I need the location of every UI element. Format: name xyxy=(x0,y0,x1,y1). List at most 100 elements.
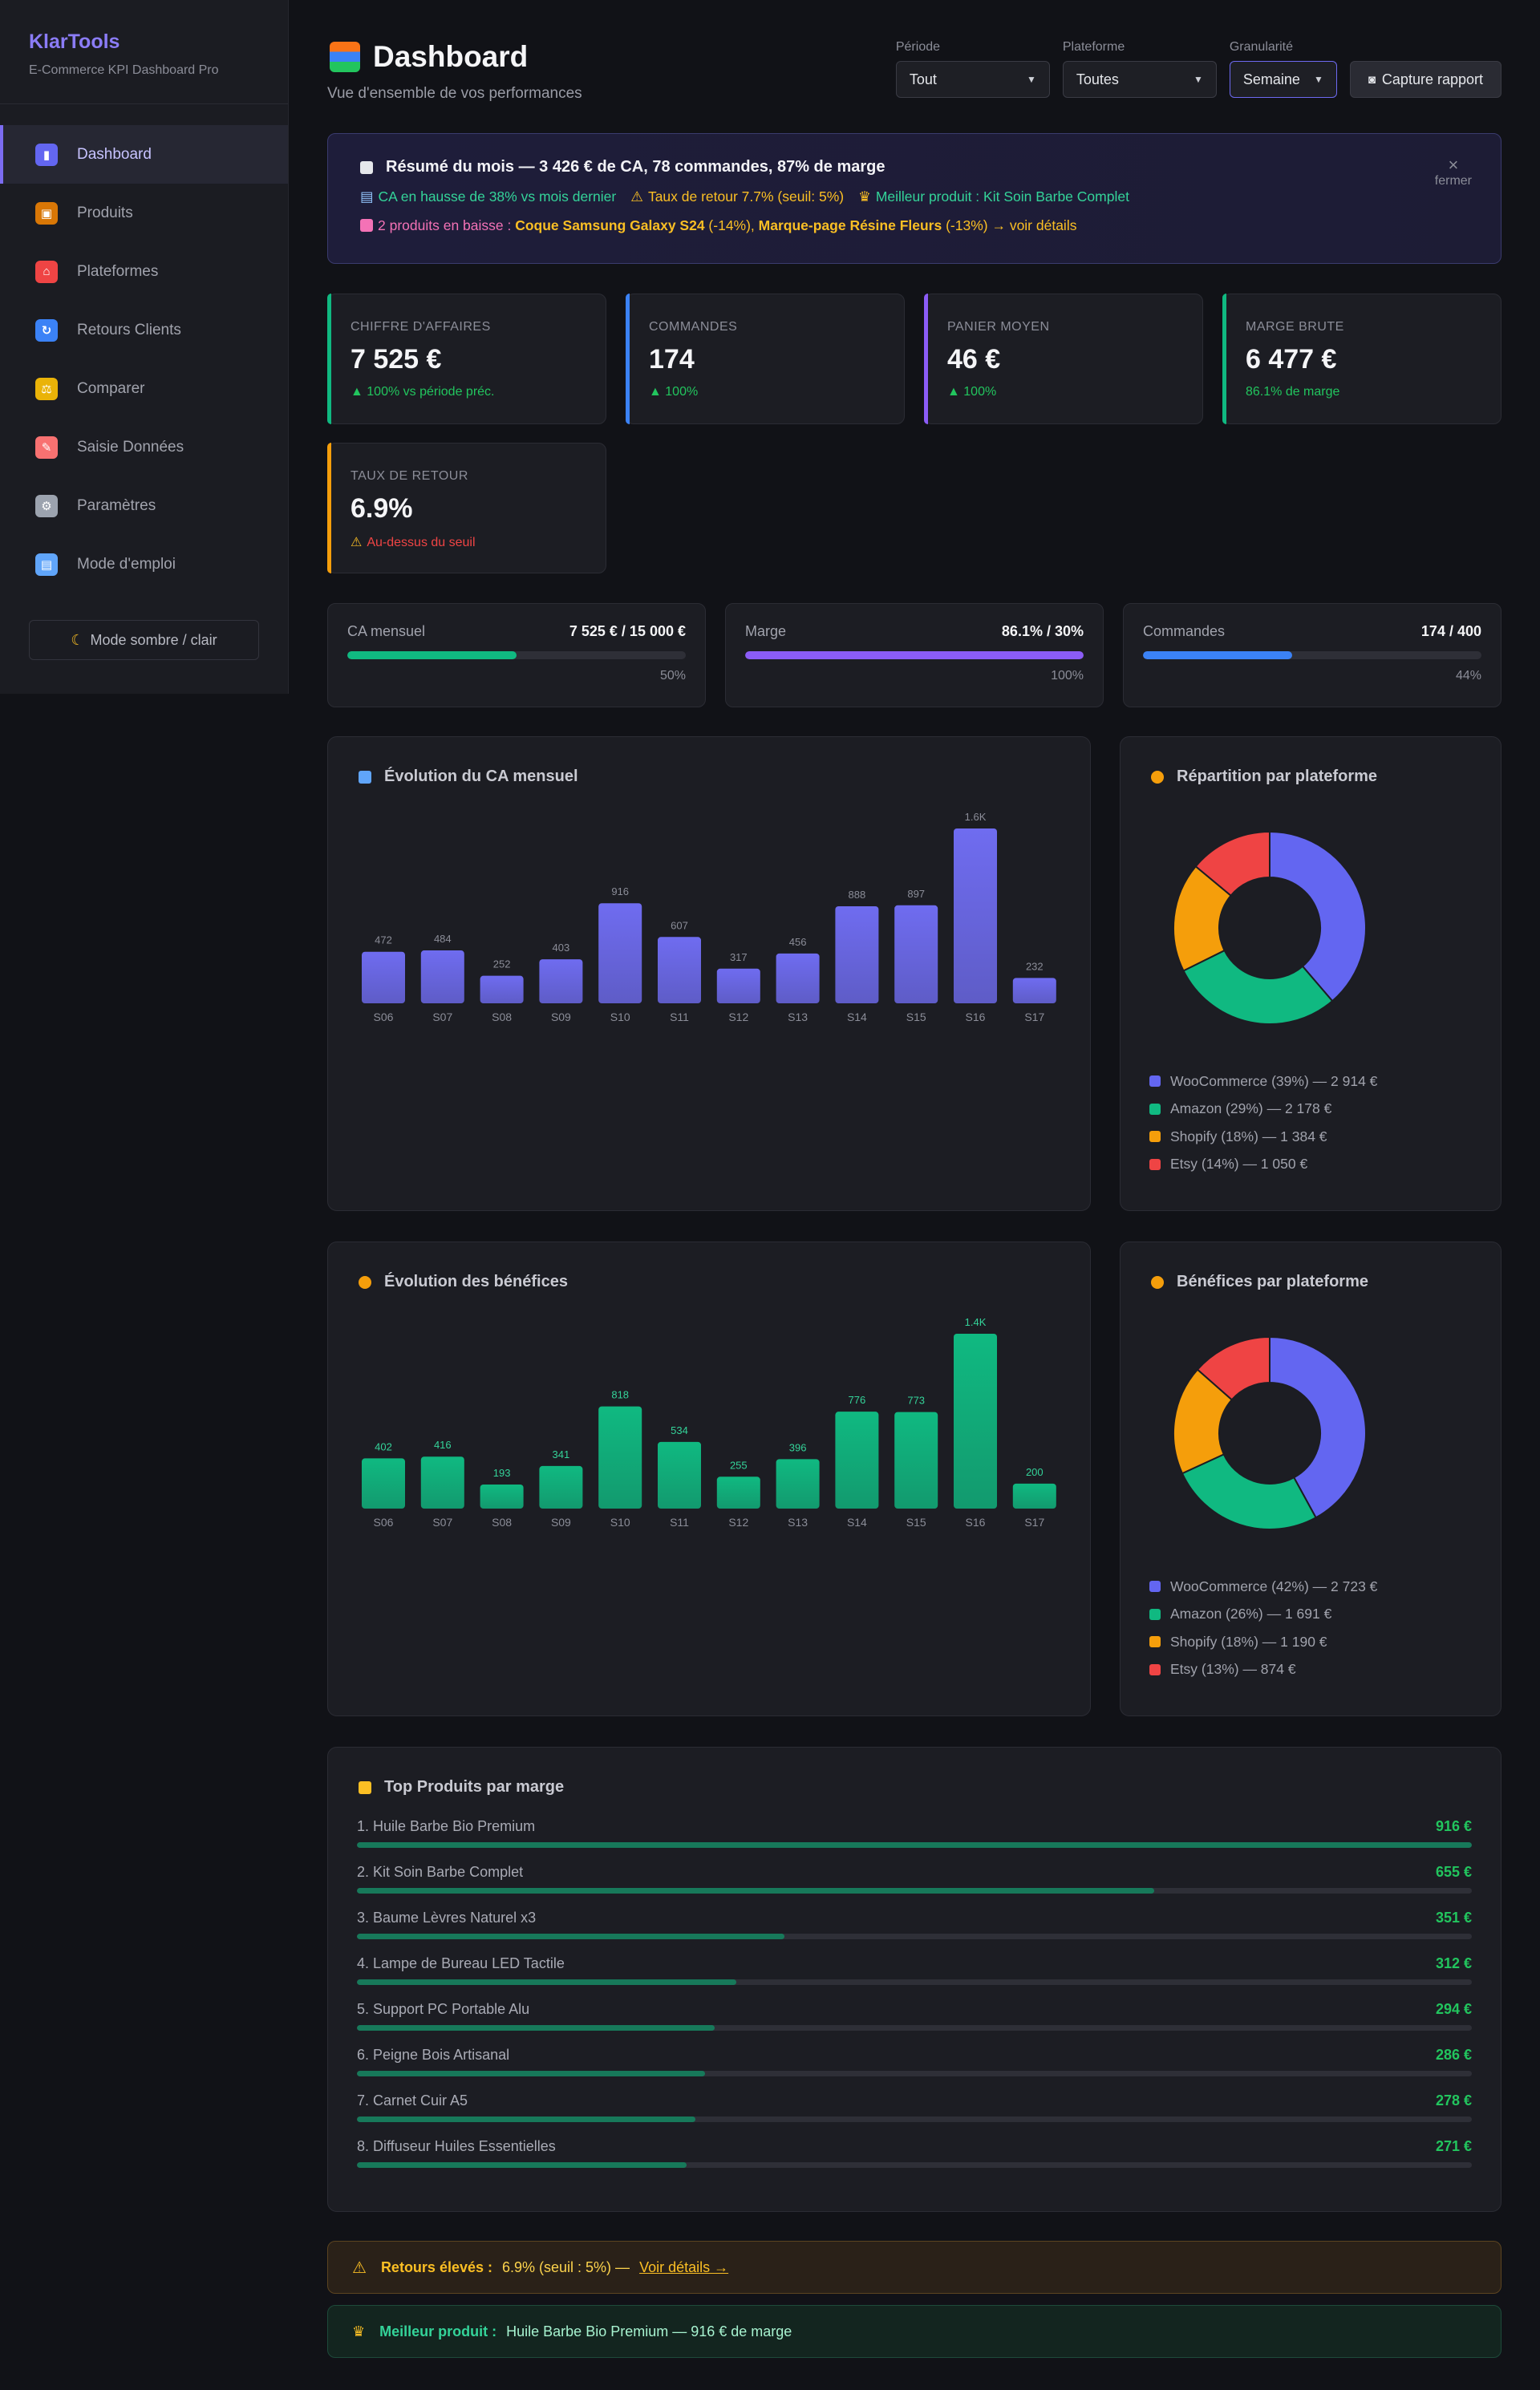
legend-item[interactable]: Shopify (18%) — 1 384 € xyxy=(1149,1123,1377,1151)
product-row[interactable]: 3. Baume Lèvres Naturel x3 351 € xyxy=(357,1910,1472,1939)
period-select[interactable]: Tout ▼ xyxy=(895,61,1050,98)
sidebar-item-comparer[interactable]: ⚖ Comparer xyxy=(0,359,288,418)
profit-legend: WooCommerce (42%) — 2 723 € Amazon (26%) … xyxy=(1149,1573,1377,1683)
platform-split-panel: Répartition par plateforme WooCommerce (… xyxy=(1120,736,1502,1211)
package-icon: ▣ xyxy=(35,201,58,225)
sidebar-item-label: Plateformes xyxy=(77,262,159,280)
summary-highlight-text: Meilleur produit : Kit Soin Barbe Comple… xyxy=(875,188,1129,205)
chart-bar[interactable] xyxy=(658,1441,701,1509)
sidebar-item-retours-clients[interactable]: ↻ Retours Clients xyxy=(0,301,288,359)
chart-bar[interactable] xyxy=(954,1334,997,1509)
chart-bar[interactable] xyxy=(420,1456,464,1509)
chart-bar[interactable] xyxy=(539,1465,583,1509)
x-tick-label: S08 xyxy=(492,1516,512,1529)
summary-title-text: Résumé du mois — 3 426 € de CA, 78 comma… xyxy=(386,158,886,176)
sidebar-item-plateformes[interactable]: ⌂ Plateformes xyxy=(0,242,288,301)
goal-percent: 100% xyxy=(1051,669,1084,683)
bar-data-label: 888 xyxy=(849,889,866,901)
chart-bar[interactable] xyxy=(658,937,701,1003)
x-tick-label: S15 xyxy=(906,1011,926,1023)
chart-bar[interactable] xyxy=(954,828,997,1003)
legend-label: Etsy (14%) — 1 050 € xyxy=(1170,1156,1308,1173)
legend-item[interactable]: WooCommerce (39%) — 2 914 € xyxy=(1149,1067,1377,1096)
legend-item[interactable]: Shopify (18%) — 1 190 € xyxy=(1149,1628,1377,1656)
brand-name[interactable]: KlarTools xyxy=(29,30,120,53)
granularity-select[interactable]: Semaine ▼ xyxy=(1229,61,1337,98)
product-row[interactable]: 1. Huile Barbe Bio Premium 916 € xyxy=(357,1818,1472,1848)
goal-progress-fill xyxy=(347,651,517,659)
goal-progress-header: CA mensuel 7 525 € / 15 000 € xyxy=(347,623,686,640)
donut-slice[interactable] xyxy=(1194,830,1270,897)
chart-bar[interactable] xyxy=(362,951,405,1003)
summary-declines-prefix: 2 produits en baisse : xyxy=(378,217,516,233)
product-margin-bar xyxy=(357,1888,1154,1894)
chart-bar[interactable] xyxy=(776,953,820,1003)
returns-details-link[interactable]: Voir détails → xyxy=(639,2258,729,2275)
sidebar-item-mode-d-emploi[interactable]: ▤ Mode d'emploi xyxy=(0,535,288,593)
best-product-text: Huile Barbe Bio Premium — 916 € de marge xyxy=(506,2323,792,2339)
donut-slice[interactable] xyxy=(1269,1335,1367,1519)
chart-bar[interactable] xyxy=(894,905,938,1003)
chart-bar[interactable] xyxy=(598,1406,642,1509)
product-row[interactable]: 6. Peigne Bois Artisanal 286 € xyxy=(357,2047,1472,2076)
chart-bar[interactable] xyxy=(835,1412,879,1509)
goal-progress-fill xyxy=(1143,651,1292,659)
capture-report-button[interactable]: ◙ Capture rapport xyxy=(1349,61,1502,98)
chart-bar[interactable] xyxy=(480,1484,524,1509)
sidebar-item-produits[interactable]: ▣ Produits xyxy=(0,184,288,242)
product-row[interactable]: 5. Support PC Portable Alu 294 € xyxy=(357,2001,1472,2031)
donut-slice[interactable] xyxy=(1181,1453,1317,1530)
theme-toggle-button[interactable]: ☾ Mode sombre / clair xyxy=(29,620,259,660)
legend-label: Shopify (18%) — 1 190 € xyxy=(1170,1633,1327,1650)
legend-item[interactable]: Amazon (29%) — 2 178 € xyxy=(1149,1096,1377,1124)
bar-data-label: 534 xyxy=(671,1424,688,1436)
chart-bar[interactable] xyxy=(480,975,524,1003)
legend-item[interactable]: Etsy (13%) — 874 € xyxy=(1149,1656,1377,1684)
sidebar-item-parametres[interactable]: ⚙ Paramètres xyxy=(0,476,288,535)
returns-alert-label: Retours élevés : xyxy=(380,2258,492,2275)
bar-data-label: 232 xyxy=(1026,960,1044,972)
donut-slice[interactable] xyxy=(1196,1335,1270,1401)
legend-item[interactable]: Etsy (14%) — 1 050 € xyxy=(1149,1151,1377,1179)
chart-bar[interactable] xyxy=(716,1477,760,1509)
product-row[interactable]: 4. Lampe de Bureau LED Tactile 312 € xyxy=(357,1955,1472,1985)
sidebar-item-saisie-donnees[interactable]: ✎ Saisie Données xyxy=(0,418,288,476)
chart-bar[interactable] xyxy=(894,1412,938,1509)
product-row[interactable]: 2. Kit Soin Barbe Complet 655 € xyxy=(357,1864,1472,1894)
close-summary-button[interactable]: × fermer xyxy=(1435,156,1472,188)
chart-bar[interactable] xyxy=(1012,978,1056,1003)
warning-icon: ⚠ xyxy=(630,188,643,205)
chart-bar[interactable] xyxy=(539,959,583,1003)
chart-bar[interactable] xyxy=(716,968,760,1003)
returns-alert-text: 6.9% (seuil : 5%) — xyxy=(502,2258,630,2275)
platform-select[interactable]: Toutes ▼ xyxy=(1062,61,1217,98)
kpi-value: 6.9% xyxy=(351,493,413,524)
goal-value: 174 / 400 xyxy=(1420,623,1481,639)
kpi-delta: ▲ 100% xyxy=(649,385,881,399)
donut-slice[interactable] xyxy=(1182,949,1334,1025)
bar-data-label: 897 xyxy=(907,888,925,900)
trophy-icon: ♛ xyxy=(858,188,871,205)
summary-details-link[interactable]: (-13%) → voir détails xyxy=(942,217,1077,233)
goal-progress-track xyxy=(745,651,1084,659)
chevron-down-icon: ▼ xyxy=(1026,74,1036,85)
legend-swatch xyxy=(1149,1158,1161,1170)
donut-slice[interactable] xyxy=(1269,830,1367,1003)
product-margin-track xyxy=(357,1934,1472,1939)
chart-bar[interactable] xyxy=(776,1459,820,1509)
product-row[interactable]: 8. Diffuseur Huiles Essentielles 271 € xyxy=(357,2138,1472,2168)
sidebar-item-dashboard[interactable]: ▮ Dashboard xyxy=(0,125,288,184)
chart-bar[interactable] xyxy=(835,906,879,1003)
book-icon: ▤ xyxy=(35,553,58,576)
legend-item[interactable]: WooCommerce (42%) — 2 723 € xyxy=(1149,1573,1377,1601)
donut-slice[interactable] xyxy=(1173,1368,1234,1475)
profit-bar-chart: 402 S06 416 S07 193 S08 341 S09 818 S10 534 S11 255 S… xyxy=(362,1316,1056,1529)
filter-bar: Période Tout ▼ Plateforme Toutes ▼ Granu… xyxy=(895,40,1502,98)
chart-bar[interactable] xyxy=(362,1458,405,1509)
chart-bar[interactable] xyxy=(1012,1483,1056,1509)
sidebar-item-label: Produits xyxy=(77,204,133,221)
chart-bar[interactable] xyxy=(420,950,464,1003)
legend-item[interactable]: Amazon (26%) — 1 691 € xyxy=(1149,1601,1377,1629)
product-row[interactable]: 7. Carnet Cuir A5 278 € xyxy=(357,2092,1472,2122)
chart-bar[interactable] xyxy=(598,903,642,1003)
